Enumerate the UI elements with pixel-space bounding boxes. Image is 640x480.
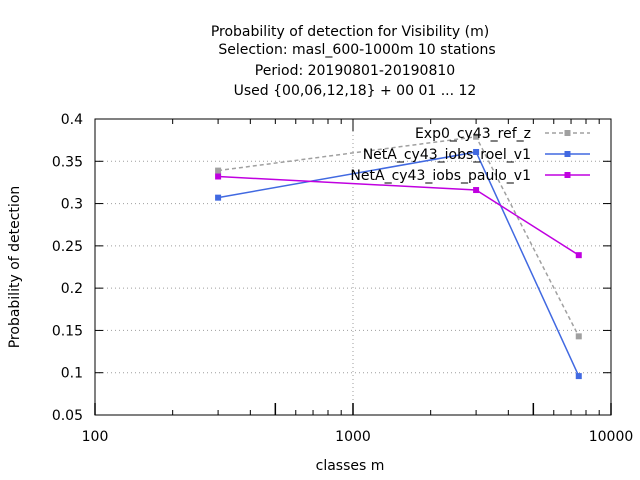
x-axis-label: classes m: [316, 458, 385, 474]
y-tick-label: 0.1: [61, 366, 83, 382]
series-3-point: [215, 173, 222, 180]
y-axis-label: Probability of detection: [7, 186, 23, 349]
series-3-point: [473, 187, 480, 194]
x-tick-label: 10000: [589, 429, 634, 445]
y-tick-label: 0.25: [52, 239, 83, 255]
legend-marker-2: [564, 151, 571, 157]
chart-title: Probability of detection for Visibility …: [211, 24, 496, 99]
legend-label-3: NetA_cy43_iobs_paulo_v1: [350, 168, 531, 184]
legend-marker-1: [564, 130, 571, 136]
title-line-2: Selection: masl_600-1000m 10 stations: [218, 42, 495, 58]
series-1-point: [473, 133, 480, 140]
y-tick-label: 0.35: [52, 154, 83, 170]
legend: Exp0_cy43_ref_z NetA_cy43_iobs_roel_v1 Net…: [350, 126, 590, 184]
x-tick-label: 1000: [335, 429, 371, 445]
y-tick-label: 0.2: [61, 281, 83, 297]
series-3-point: [575, 252, 582, 259]
title-line-3: Period: 20190801-20190810: [255, 63, 455, 79]
plot-frame: [94, 118, 612, 416]
series-2-point: [473, 148, 480, 155]
y-tick-label: 0.05: [52, 408, 83, 424]
x-tick-label: 100: [82, 429, 109, 445]
plot-series: [215, 133, 582, 380]
y-tick-label: 0.3: [61, 197, 83, 213]
title-line-1: Probability of detection for Visibility …: [211, 24, 489, 40]
series-2-point: [215, 194, 222, 201]
legend-marker-3: [564, 172, 571, 178]
series-1-point: [215, 167, 222, 174]
series-line-1: [217, 135, 580, 337]
title-line-4: Used {00,06,12,18} + 00 01 ... 12: [234, 83, 477, 99]
grid: [95, 119, 611, 415]
series-2-point: [575, 373, 582, 380]
axes: 0.05 0.1 0.15 0.2 0.25 0.3 0.35 0.4 100 1000 10000: [52, 112, 633, 445]
legend-label-2: NetA_cy43_iobs_roel_v1: [363, 147, 531, 163]
y-tick-label: 0.4: [61, 112, 83, 128]
series-1-point: [575, 333, 582, 340]
legend-label-1: Exp0_cy43_ref_z: [415, 126, 531, 142]
y-tick-label: 0.15: [52, 323, 83, 339]
